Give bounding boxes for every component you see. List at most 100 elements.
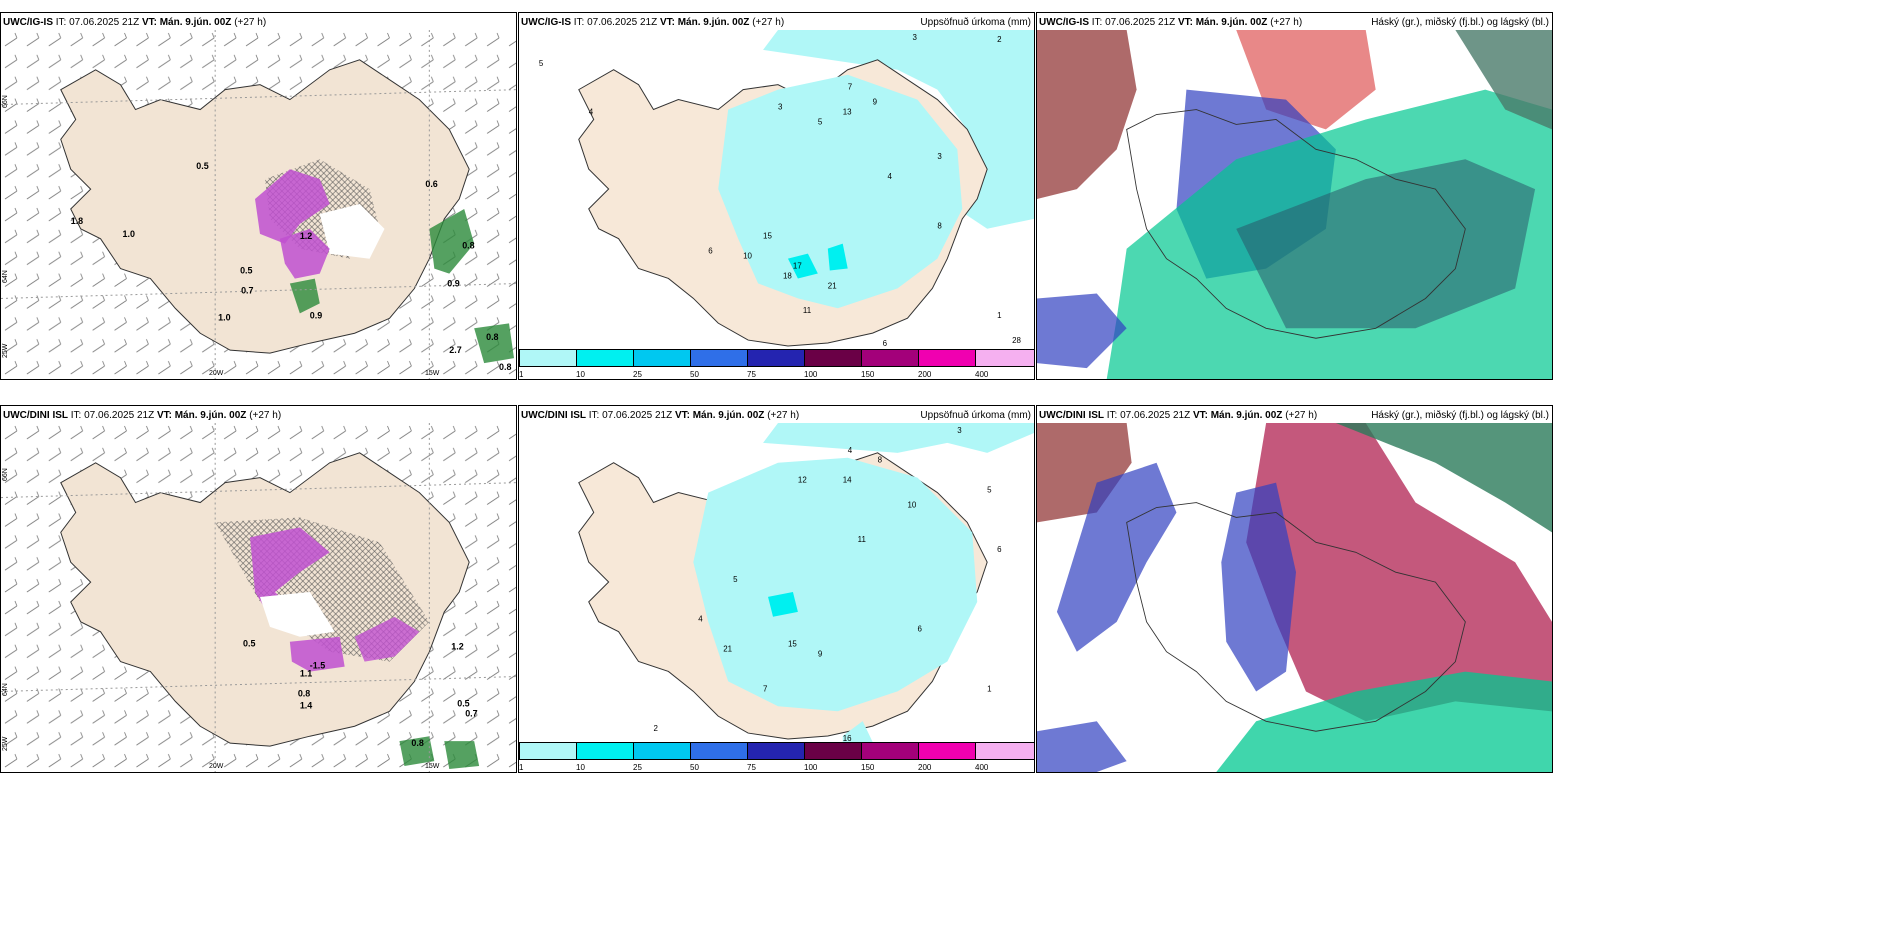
map-value: 0.8 — [462, 241, 474, 251]
panel-right-title: Háský (gr.), miðský (fj.bl.) og lágský (… — [1371, 17, 1549, 28]
colorbar-box — [918, 349, 976, 367]
colorbar-box — [690, 742, 748, 760]
high-cloud — [1037, 30, 1137, 200]
low-cloud — [1236, 159, 1536, 329]
precip-area — [842, 721, 873, 742]
map-value: 8 — [878, 456, 883, 465]
panel-title: UWC/DINI ISL IT: 07.06.2025 21Z VT: Mán.… — [1039, 410, 1318, 421]
map-value: 21 — [828, 281, 837, 290]
colorbar-label: 25 — [633, 763, 642, 772]
panel-title: UWC/IG-IS IT: 07.06.2025 21Z VT: Mán. 9.… — [1039, 17, 1303, 28]
low-cloud — [1216, 671, 1552, 772]
lat-label: 64N — [2, 270, 9, 283]
colorbar-label: 150 — [861, 370, 875, 379]
precip-green — [289, 278, 320, 314]
map-value: 3 — [912, 33, 917, 42]
low-cloud — [1335, 423, 1552, 533]
panel-right-title: Háský (gr.), miðský (fj.bl.) og lágský (… — [1371, 410, 1549, 421]
map-value: 5 — [818, 117, 823, 126]
precip-colorbar: 1 10 25 50 75 100 150 200 400 — [519, 349, 1034, 379]
precip-green — [444, 741, 480, 770]
colorbar-label: 200 — [918, 370, 932, 379]
precip-colorbar: 1 10 25 50 75 100 150 200 400 — [519, 742, 1034, 772]
colorbar-label: 150 — [861, 763, 875, 772]
lat-label: 25W — [2, 736, 9, 751]
colorbar-box — [747, 742, 805, 760]
precip-map: 3 4 8 12 14 10 5 6 16 15 21 2 1 4 5 7 6 … — [519, 423, 1034, 742]
precip-magenta — [255, 169, 330, 244]
map-value: 0.6 — [425, 179, 437, 189]
high-cloud — [1455, 30, 1552, 130]
colorbar-box — [576, 742, 634, 760]
colorbar-label: 50 — [690, 763, 699, 772]
panel-title: UWC/IG-IS IT: 07.06.2025 21Z VT: Mán. 9.… — [3, 17, 267, 28]
panel-title: UWC/DINI ISL IT: 07.06.2025 21Z VT: Mán.… — [521, 410, 800, 421]
map-value: 4 — [848, 446, 853, 455]
colorbar-box — [804, 349, 862, 367]
precip-green — [399, 736, 435, 767]
lon-label: 20W — [209, 763, 224, 770]
colorbar-label: 400 — [975, 370, 989, 379]
map-value: 0.5 — [240, 266, 252, 276]
map-value: 15 — [788, 640, 797, 649]
map-value: 1.2 — [451, 642, 463, 652]
colorbar-label: 100 — [804, 370, 818, 379]
lon-label: 15W — [425, 370, 440, 377]
colorbar-label: 400 — [975, 763, 989, 772]
panel-title: UWC/DINI ISL IT: 07.06.2025 21Z VT: Mán.… — [3, 410, 282, 421]
map-value: -1.5 — [310, 661, 325, 671]
map-value: 0.9 — [310, 310, 322, 320]
high-cloud — [1246, 423, 1552, 722]
colorbar-box — [519, 349, 577, 367]
wind-precip-map: 0.5 1.2 0.5 0.7 0.8 1.4 0.8 -1.5 1.1 — [1, 423, 516, 772]
map-value: 0.5 — [457, 698, 469, 708]
map-value: 3 — [778, 103, 783, 112]
precip-green — [429, 208, 475, 274]
colorbar-label: 10 — [576, 763, 585, 772]
colorbar-label: 50 — [690, 370, 699, 379]
map-value: 28 — [1012, 336, 1021, 345]
map-value: 12 — [798, 476, 807, 485]
precip-area — [787, 253, 818, 279]
colorbar-box — [804, 742, 862, 760]
colorbar-box — [633, 742, 691, 760]
lat-line — [1, 482, 516, 499]
lat-label: 66N — [2, 95, 9, 108]
panel-bottom-right: UWC/DINI ISL IT: 07.06.2025 21Z VT: Mán.… — [1036, 405, 1553, 773]
map-value: 4 — [589, 107, 594, 116]
panel-top-right: UWC/IG-IS IT: 07.06.2025 21Z VT: Mán. 9.… — [1036, 12, 1553, 380]
map-value: 1.8 — [71, 216, 83, 226]
mid-cloud — [1037, 293, 1127, 369]
map-value: 2 — [997, 35, 1002, 44]
map-value: 7 — [763, 684, 768, 693]
precip-green — [474, 323, 515, 364]
map-value: 6 — [997, 545, 1002, 554]
precip-magenta — [354, 616, 420, 662]
lat-label: 66N — [2, 468, 9, 481]
map-value: 1.0 — [123, 229, 135, 239]
lat-label: 64N — [2, 683, 9, 696]
map-value: 18 — [783, 271, 792, 280]
panel-right-title: Uppsöfnuð úrkoma (mm) — [920, 17, 1031, 28]
map-value: 3 — [937, 152, 942, 161]
map-value: 15 — [763, 232, 772, 241]
panel-bottom-left: UWC/DINI ISL IT: 07.06.2025 21Z VT: Mán.… — [0, 405, 517, 773]
precip-area — [768, 591, 798, 617]
map-value: 0.8 — [486, 332, 498, 342]
map-value: 4 — [888, 172, 893, 181]
map-value: 1 — [987, 684, 992, 693]
colorbar-box — [975, 349, 1034, 367]
map-value: 13 — [843, 107, 852, 116]
map-value: 1.0 — [218, 312, 230, 322]
map-value: 14 — [843, 476, 852, 485]
map-value: 4 — [698, 615, 703, 624]
map-value: 0.7 — [465, 708, 477, 718]
panel-title: UWC/IG-IS IT: 07.06.2025 21Z VT: Mán. 9.… — [521, 17, 785, 28]
colorbar-box — [690, 349, 748, 367]
map-value: 0.8 — [298, 688, 310, 698]
high-cloud — [1037, 423, 1132, 523]
colorbar-box — [918, 742, 976, 760]
colorbar-label: 25 — [633, 370, 642, 379]
glacier — [259, 592, 335, 637]
colorbar-label: 1 — [519, 763, 524, 772]
